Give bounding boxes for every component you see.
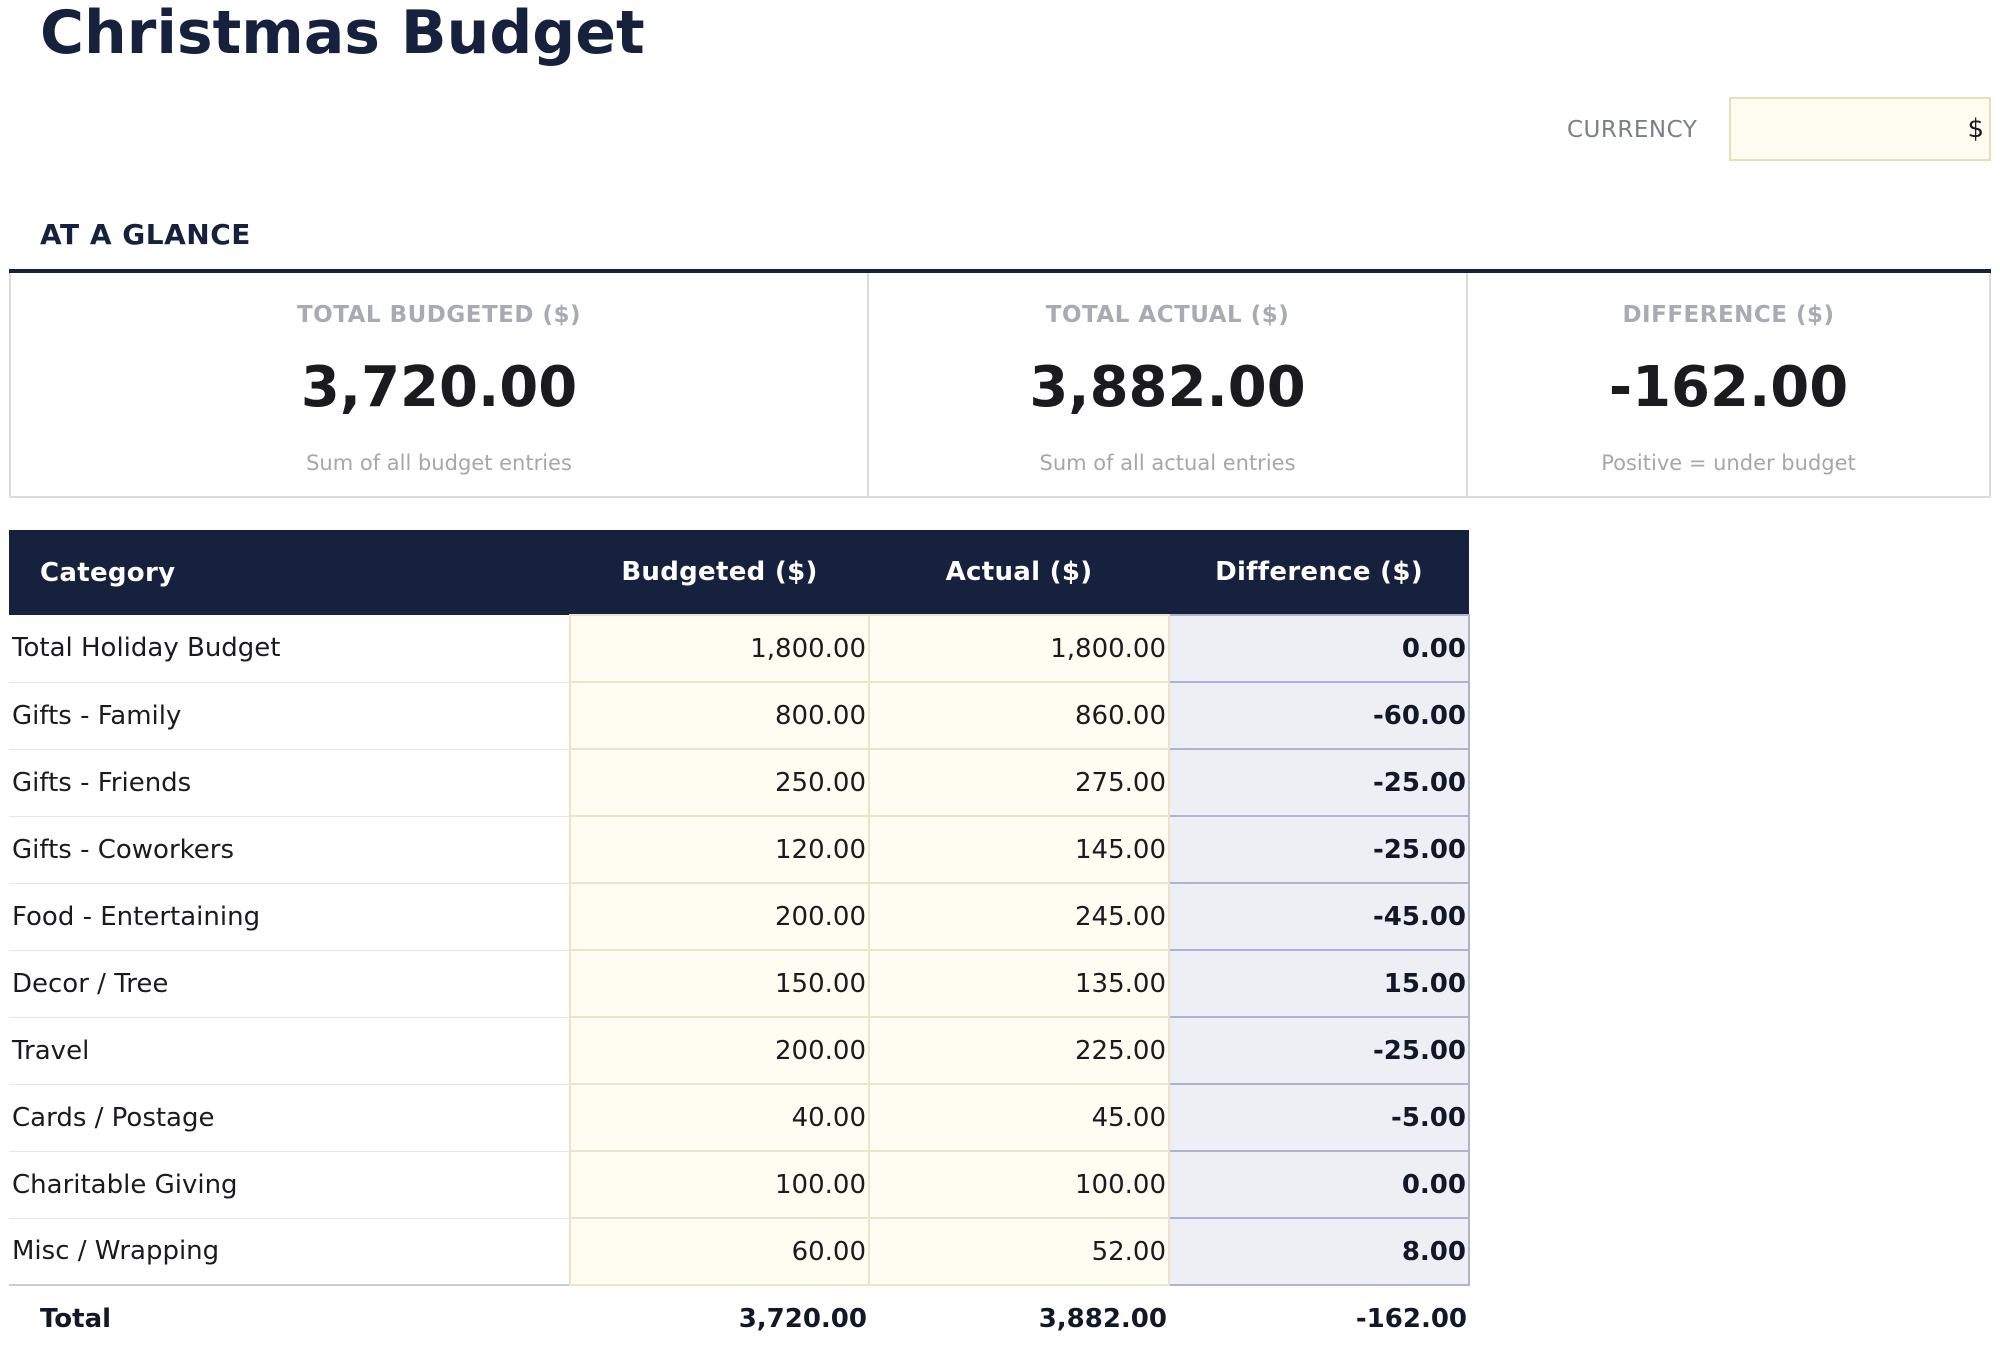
table-row: Cards / Postage 40.00 45.00 -5.00 — [9, 1083, 1470, 1152]
budgeted-cell[interactable]: 40.00 — [569, 1083, 870, 1152]
budgeted-cell[interactable]: 150.00 — [569, 949, 870, 1018]
total-actual-note: Sum of all actual entries — [1039, 451, 1296, 475]
table-row: Gifts - Friends 250.00 275.00 -25.00 — [9, 748, 1470, 817]
difference-cell: -25.00 — [1168, 748, 1470, 817]
table-row: Food - Entertaining 200.00 245.00 -45.00 — [9, 882, 1470, 951]
currency-label: CURRENCY — [1567, 117, 1698, 143]
column-header-actual: Actual ($) — [869, 530, 1169, 615]
actual-cell[interactable]: 145.00 — [868, 815, 1170, 884]
category-cell: Gifts - Family — [9, 682, 570, 750]
category-cell: Gifts - Coworkers — [9, 816, 570, 884]
difference-cell: 0.00 — [1168, 614, 1470, 683]
actual-cell[interactable]: 245.00 — [868, 882, 1170, 951]
page-title: Christmas Budget — [40, 0, 645, 68]
category-cell: Total Holiday Budget — [9, 615, 570, 683]
table-row: Gifts - Coworkers 120.00 145.00 -25.00 — [9, 815, 1470, 884]
total-budgeted-value: 3,720.00 — [300, 355, 578, 420]
difference-note: Positive = under budget — [1601, 451, 1856, 475]
budgeted-cell[interactable]: 200.00 — [569, 882, 870, 951]
budgeted-cell[interactable]: 800.00 — [569, 681, 870, 750]
table-row: Travel 200.00 225.00 -25.00 — [9, 1016, 1470, 1085]
column-header-category: Category — [9, 530, 570, 615]
table-row: Gifts - Family 800.00 860.00 -60.00 — [9, 681, 1470, 750]
difference-cell: -60.00 — [1168, 681, 1470, 750]
total-actual-value: 3,882.00 — [1029, 355, 1306, 420]
actual-cell[interactable]: 52.00 — [868, 1217, 1170, 1286]
category-cell: Misc / Wrapping — [9, 1218, 570, 1286]
table-header-row: Category Budgeted ($) Actual ($) Differe… — [9, 530, 1469, 615]
difference-label: DIFFERENCE ($) — [1622, 302, 1835, 328]
total-actual-label: TOTAL ACTUAL ($) — [1045, 302, 1290, 328]
actual-cell[interactable]: 135.00 — [868, 949, 1170, 1018]
table-row: Total Holiday Budget 1,800.00 1,800.00 0… — [9, 614, 1470, 683]
difference-cell: -45.00 — [1168, 882, 1470, 951]
category-cell: Gifts - Friends — [9, 749, 570, 817]
difference-cell: -25.00 — [1168, 815, 1470, 884]
actual-cell[interactable]: 860.00 — [868, 681, 1170, 750]
difference-cell: 15.00 — [1168, 949, 1470, 1018]
category-cell: Decor / Tree — [9, 950, 570, 1018]
budgeted-cell[interactable]: 120.00 — [569, 815, 870, 884]
budgeted-cell[interactable]: 200.00 — [569, 1016, 870, 1085]
budgeted-cell[interactable]: 1,800.00 — [569, 614, 870, 683]
difference-cell: 0.00 — [1168, 1150, 1470, 1219]
total-budgeted-note: Sum of all budget entries — [306, 451, 572, 475]
category-cell: Cards / Postage — [9, 1084, 570, 1152]
difference-cell: -25.00 — [1168, 1016, 1470, 1085]
table-row: Misc / Wrapping 60.00 52.00 8.00 — [9, 1217, 1470, 1286]
total-budgeted-label: TOTAL BUDGETED ($) — [296, 302, 582, 328]
total-budgeted-cell: 3,720.00 — [570, 1284, 869, 1351]
category-cell: Food - Entertaining — [9, 883, 570, 951]
total-difference-cell: -162.00 — [1169, 1284, 1469, 1351]
total-label: Total — [9, 1284, 570, 1351]
at-a-glance-heading: AT A GLANCE — [40, 218, 251, 251]
at-a-glance-panel: TOTAL BUDGETED ($) 3,720.00 Sum of all b… — [9, 269, 1991, 498]
difference-value: -162.00 — [1608, 355, 1849, 420]
total-actual-card: TOTAL ACTUAL ($) 3,882.00 Sum of all act… — [867, 273, 1466, 498]
budgeted-cell[interactable]: 100.00 — [569, 1150, 870, 1219]
actual-cell[interactable]: 1,800.00 — [868, 614, 1170, 683]
category-cell: Travel — [9, 1017, 570, 1085]
column-header-budgeted: Budgeted ($) — [570, 530, 869, 615]
difference-cell: 8.00 — [1168, 1217, 1470, 1286]
difference-cell: -5.00 — [1168, 1083, 1470, 1152]
budgeted-cell[interactable]: 60.00 — [569, 1217, 870, 1286]
category-cell: Charitable Giving — [9, 1151, 570, 1219]
table-row: Decor / Tree 150.00 135.00 15.00 — [9, 949, 1470, 1018]
budgeted-cell[interactable]: 250.00 — [569, 748, 870, 817]
actual-cell[interactable]: 100.00 — [868, 1150, 1170, 1219]
budget-table: Category Budgeted ($) Actual ($) Differe… — [9, 530, 1470, 1351]
column-header-difference: Difference ($) — [1169, 530, 1469, 615]
table-row: Charitable Giving 100.00 100.00 0.00 — [9, 1150, 1470, 1219]
difference-card: DIFFERENCE ($) -162.00 Positive = under … — [1466, 273, 1991, 498]
total-row: Total 3,720.00 3,882.00 -162.00 — [9, 1284, 1469, 1351]
actual-cell[interactable]: 225.00 — [868, 1016, 1170, 1085]
actual-cell[interactable]: 275.00 — [868, 748, 1170, 817]
total-budgeted-card: TOTAL BUDGETED ($) 3,720.00 Sum of all b… — [9, 273, 867, 498]
currency-input[interactable] — [1729, 97, 1991, 161]
actual-cell[interactable]: 45.00 — [868, 1083, 1170, 1152]
total-actual-cell: 3,882.00 — [869, 1284, 1169, 1351]
